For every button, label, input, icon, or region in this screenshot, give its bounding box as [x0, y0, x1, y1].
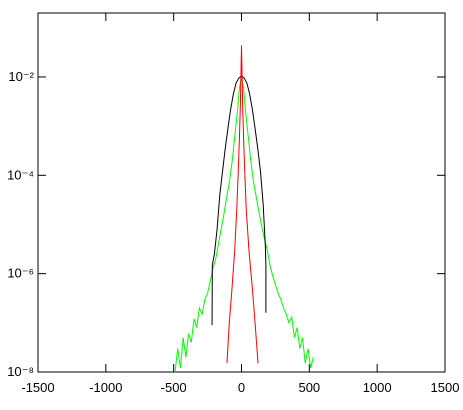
x-tick-label: -500 [161, 380, 187, 395]
x-tick-label: 500 [298, 380, 320, 395]
data-line [211, 75, 267, 326]
data-line [226, 45, 259, 364]
y-tick-label: 10⁻⁸ [7, 364, 34, 379]
y-tick-label: 10⁻⁴ [7, 167, 34, 182]
x-tick-label: -1000 [89, 380, 122, 395]
x-tick-label: 1000 [363, 380, 392, 395]
x-tick-label: -1500 [21, 380, 54, 395]
data-line [174, 76, 314, 373]
x-tick-label: 0 [238, 380, 245, 395]
x-tick-label: 1500 [431, 380, 460, 395]
y-tick-label: 10⁻² [8, 69, 34, 84]
y-tick-label: 10⁻⁶ [7, 266, 34, 281]
